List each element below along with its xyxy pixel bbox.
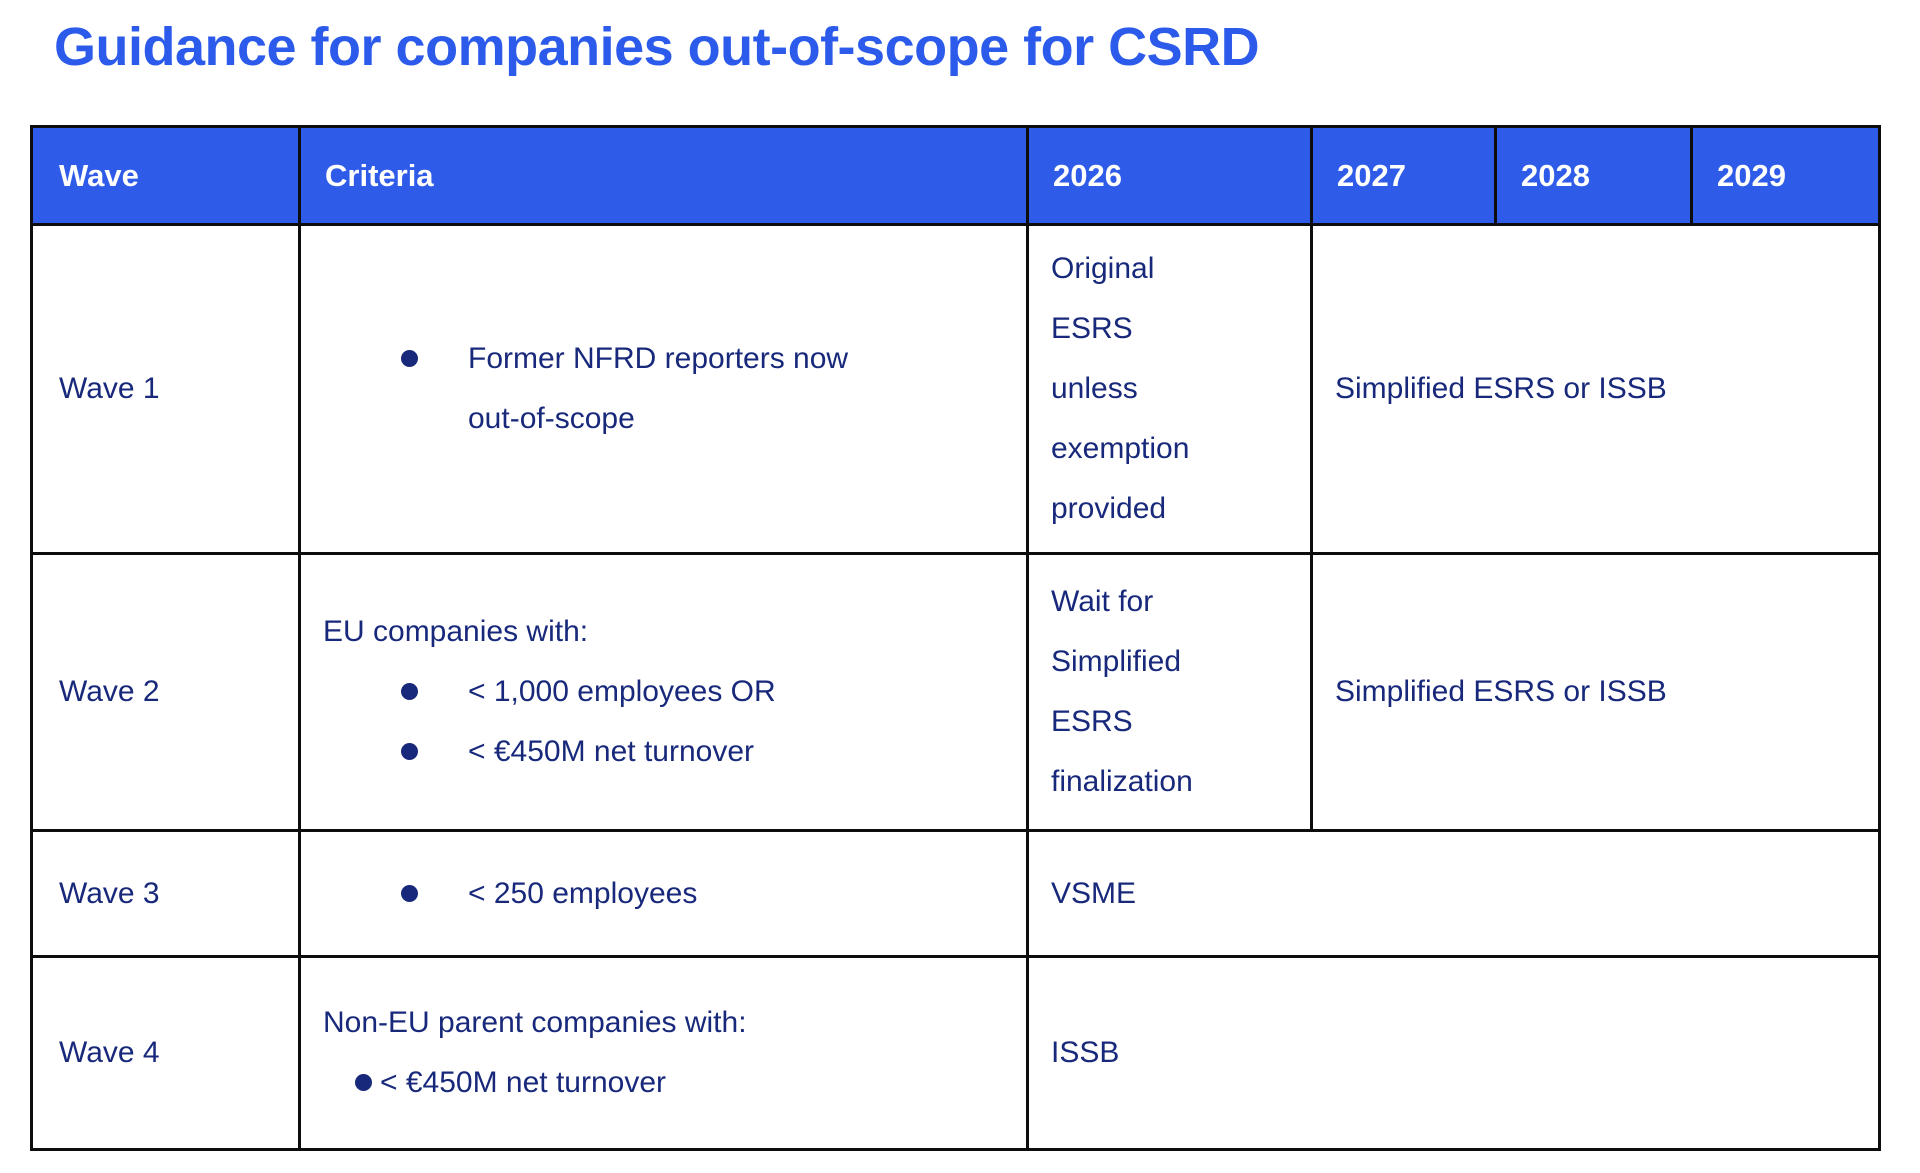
wave-1-label-cell: Wave 1	[30, 223, 301, 555]
criteria-bullet-item: < €450M net turnover	[323, 1053, 1010, 1113]
criteria-intro: EU companies with:	[323, 615, 589, 648]
wave-4-criteria-cell: Non-EU parent companies with: < €450M ne…	[298, 955, 1029, 1151]
criteria-bullet-item: < €450M net turnover	[323, 722, 1010, 782]
header-2028: 2028	[1494, 125, 1693, 226]
header-2026: 2026	[1026, 125, 1313, 226]
criteria-bullet-item: < 1,000 employees OR	[323, 662, 1010, 722]
wave-4-label-cell: Wave 4	[30, 955, 301, 1151]
table-row-wave-3: Wave 3 < 250 employees VSME	[30, 829, 1881, 958]
csrd-guidance-table: Wave Criteria 2026 2027 2028 2029 Wave 1…	[30, 125, 1881, 1151]
wave-1-2026-cell: Original ESRS unless exemption provided	[1026, 223, 1313, 555]
table-row-wave-1: Wave 1 Former NFRD reporters now out-of-…	[30, 223, 1881, 555]
criteria-bullet-item: < 250 employees	[323, 864, 1010, 924]
header-2027: 2027	[1310, 125, 1497, 226]
bullet-icon	[401, 884, 418, 902]
table-row-wave-4: Wave 4 Non-EU parent companies with: < €…	[30, 955, 1881, 1151]
table-header-row: Wave Criteria 2026 2027 2028 2029	[30, 125, 1881, 226]
bullet-icon	[355, 1074, 372, 1091]
criteria-intro: Non-EU parent companies with:	[323, 1006, 747, 1039]
criteria-bullet-text: < €450M net turnover	[380, 1066, 667, 1099]
header-2029: 2029	[1690, 125, 1881, 226]
wave-2-label-cell: Wave 2	[30, 552, 301, 832]
criteria-bullet-text: < €450M net turnover	[468, 735, 755, 768]
wave-4-2026-2029-cell: ISSB	[1026, 955, 1881, 1151]
wave-3-criteria-cell: < 250 employees	[298, 829, 1029, 958]
header-criteria: Criteria	[298, 125, 1029, 226]
wave-3-2026-2029-cell: VSME	[1026, 829, 1881, 958]
wave-2-2026-cell: Wait for Simplified ESRS finalization	[1026, 552, 1313, 832]
wave-2-criteria-cell: EU companies with: < 1,000 employees OR …	[298, 552, 1029, 832]
bullet-icon	[401, 743, 418, 760]
page-title: Guidance for companies out-of-scope for …	[54, 17, 1260, 77]
criteria-bullet-text: Former NFRD reporters now out-of-scope	[468, 342, 849, 435]
header-wave: Wave	[30, 125, 301, 226]
wave-1-criteria-cell: Former NFRD reporters now out-of-scope	[298, 223, 1029, 555]
wave-2-2027-2029-cell: Simplified ESRS or ISSB	[1310, 552, 1881, 832]
criteria-bullet-item: Former NFRD reporters now out-of-scope	[323, 329, 1010, 449]
criteria-bullet-text: < 1,000 employees OR	[468, 675, 776, 708]
bullet-icon	[401, 683, 418, 700]
table-row-wave-2: Wave 2 EU companies with: < 1,000 employ…	[30, 552, 1881, 832]
wave-1-2027-2029-cell: Simplified ESRS or ISSB	[1310, 223, 1881, 555]
criteria-bullet-text: < 250 employees	[468, 876, 698, 910]
wave-3-label-cell: Wave 3	[30, 829, 301, 958]
bullet-icon	[401, 350, 418, 367]
